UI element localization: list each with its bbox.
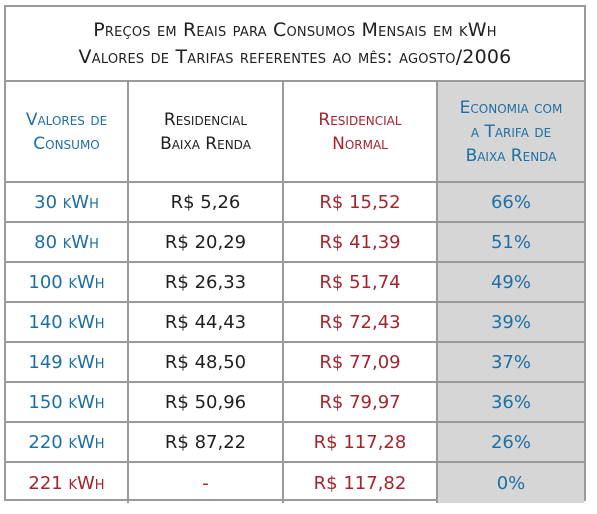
row-8-consumo: 221 kWh bbox=[6, 463, 129, 503]
row-4-consumo: 140 kWh bbox=[6, 303, 129, 343]
row-8-normal: R$ 117,82 bbox=[284, 463, 438, 503]
header-residencial-baixa-renda: Residencial Baixa Renda bbox=[129, 82, 284, 183]
row-6-consumo: 150 kWh bbox=[6, 383, 129, 423]
row-1-normal: R$ 15,52 bbox=[284, 183, 438, 223]
row-6-residencial: R$ 50,96 bbox=[129, 383, 284, 423]
row-4-residencial: R$ 44,43 bbox=[129, 303, 284, 343]
row-2-normal: R$ 41,39 bbox=[284, 223, 438, 263]
row-8-economia: 0% bbox=[438, 463, 584, 503]
row-3-economia: 49% bbox=[438, 263, 584, 303]
row-3-normal: R$ 51,74 bbox=[284, 263, 438, 303]
caption-line-2: Valores de Tarifas referentes ao mês: ag… bbox=[78, 45, 512, 68]
row-5-residencial: R$ 48,50 bbox=[129, 343, 284, 383]
row-5-normal: R$ 77,09 bbox=[284, 343, 438, 383]
row-1-economia: 66% bbox=[438, 183, 584, 223]
table-caption: Preços em Reais para Consumos Mensais em… bbox=[6, 7, 584, 82]
header-economia: Economia com a Tarifa de Baixa Renda bbox=[438, 82, 584, 183]
header-residencial-normal: Residencial Normal bbox=[284, 82, 438, 183]
header-consumo: Valores de Consumo bbox=[6, 82, 129, 183]
row-8-residencial: - bbox=[129, 463, 284, 503]
row-4-economia: 39% bbox=[438, 303, 584, 343]
row-1-residencial: R$ 5,26 bbox=[129, 183, 284, 223]
row-6-economia: 36% bbox=[438, 383, 584, 423]
row-7-economia: 26% bbox=[438, 423, 584, 463]
table-grid: Valores de Consumo Residencial Baixa Ren… bbox=[6, 82, 584, 503]
tariff-table: Preços em Reais para Consumos Mensais em… bbox=[4, 5, 586, 503]
row-6-normal: R$ 79,97 bbox=[284, 383, 438, 423]
row-1-consumo: 30 kWh bbox=[6, 183, 129, 223]
row-2-consumo: 80 kWh bbox=[6, 223, 129, 263]
row-7-normal: R$ 117,28 bbox=[284, 423, 438, 463]
row-7-residencial: R$ 87,22 bbox=[129, 423, 284, 463]
row-5-economia: 37% bbox=[438, 343, 584, 383]
row-2-economia: 51% bbox=[438, 223, 584, 263]
row-2-residencial: R$ 20,29 bbox=[129, 223, 284, 263]
row-7-consumo: 220 kWh bbox=[6, 423, 129, 463]
row-3-consumo: 100 kWh bbox=[6, 263, 129, 303]
row-4-normal: R$ 72,43 bbox=[284, 303, 438, 343]
caption-line-1: Preços em Reais para Consumos Mensais em… bbox=[93, 18, 497, 41]
row-5-consumo: 149 kWh bbox=[6, 343, 129, 383]
row-3-residencial: R$ 26,33 bbox=[129, 263, 284, 303]
